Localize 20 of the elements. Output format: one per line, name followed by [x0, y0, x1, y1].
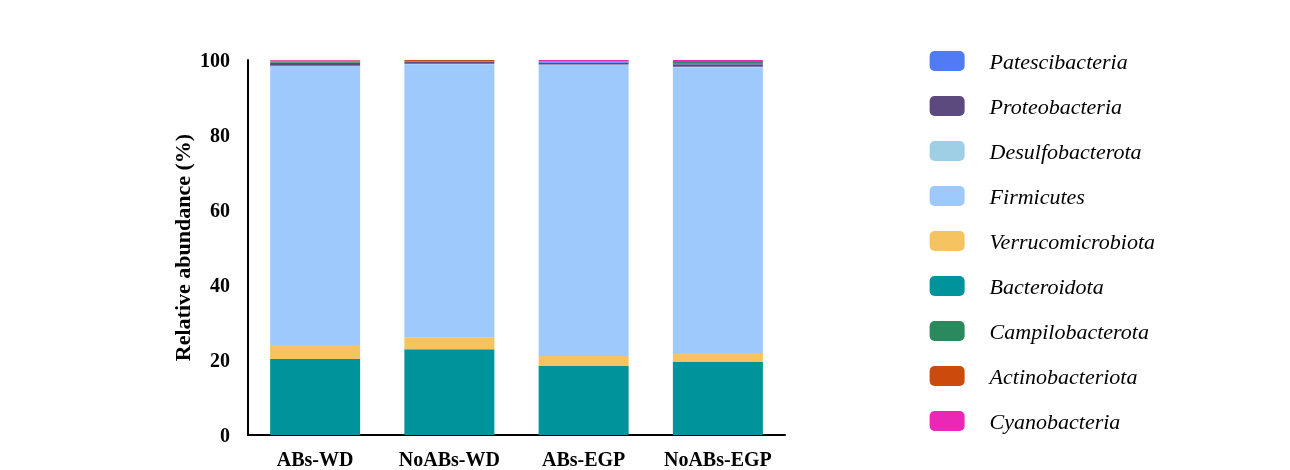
y-tick-label: 40: [210, 274, 230, 296]
legend-label: Cyanobacteria: [989, 408, 1121, 434]
y-axis-title: Relative abundance (%): [169, 133, 195, 362]
legend-label: Proteobacteria: [988, 93, 1122, 119]
legend-label: Actinobacteriota: [987, 363, 1138, 389]
legend-label: Firmicutes: [988, 183, 1085, 209]
legend-label: Patescibacteria: [988, 48, 1128, 74]
legend-label: Campilobacterota: [989, 318, 1149, 344]
x-tick-label: ABs-EGP: [541, 448, 626, 470]
legend-label: Desulfobacterota: [988, 138, 1142, 164]
legend-label: Bacteroidota: [989, 273, 1104, 299]
legend-label: Verrucomicrobiota: [989, 228, 1155, 254]
y-tick-label: 0: [220, 424, 230, 446]
x-tick-label: ABs-WD: [276, 448, 354, 470]
y-tick-label: 100: [200, 49, 230, 71]
y-tick-label: 80: [210, 124, 230, 146]
y-tick-label: 20: [210, 349, 230, 371]
y-tick-label: 60: [210, 199, 230, 221]
x-tick-label: NoABs-EGP: [663, 448, 772, 470]
x-tick-label: NoABs-WD: [398, 448, 500, 470]
